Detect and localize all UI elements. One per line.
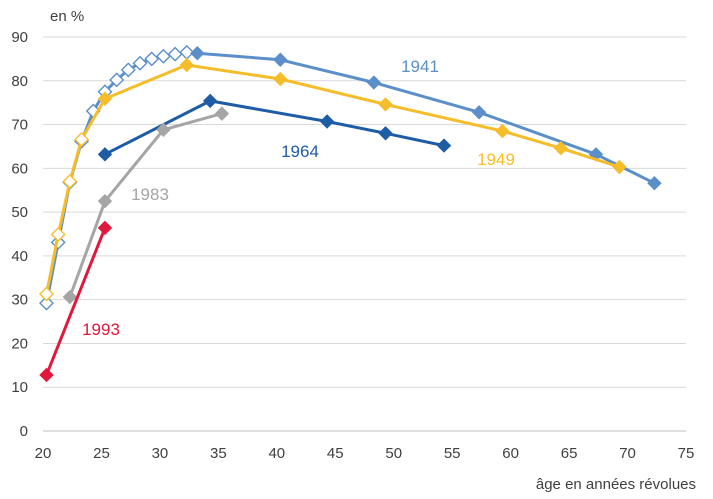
series-label: 1949 <box>477 150 515 169</box>
series-1941: 1941 <box>39 44 662 311</box>
x-tick-label: 30 <box>152 445 169 462</box>
series-1993: 1993 <box>39 220 120 383</box>
data-point-marker <box>97 91 113 106</box>
gridlines <box>43 36 686 388</box>
data-point-marker <box>109 72 125 88</box>
data-point-marker <box>156 122 171 138</box>
plot-area: 1941 1949 1964 1983 1993 <box>39 44 662 383</box>
data-point-marker <box>214 106 230 121</box>
series-1949: 1949 <box>39 57 627 302</box>
data-point-marker <box>495 123 510 139</box>
series-label: 1983 <box>131 185 169 204</box>
series-line <box>45 63 620 295</box>
x-tick-label: 55 <box>444 445 461 462</box>
data-point-marker <box>273 71 288 87</box>
data-point-marker <box>74 131 90 147</box>
series-line <box>45 227 107 376</box>
y-tick-label: 90 <box>11 29 28 46</box>
data-point-marker <box>366 75 382 90</box>
series-label: 1941 <box>401 57 439 76</box>
data-point-marker <box>50 226 66 242</box>
data-point-marker <box>132 55 148 71</box>
data-point-marker <box>62 173 78 189</box>
data-point-marker <box>97 147 113 162</box>
y-tick-label: 70 <box>11 117 28 134</box>
data-point-marker <box>471 105 487 120</box>
data-point-marker <box>378 126 393 141</box>
series-line <box>45 50 656 304</box>
data-point-marker <box>179 57 195 73</box>
x-tick-label: 25 <box>93 445 110 462</box>
data-point-marker <box>155 48 171 64</box>
axes: 0 10 20 30 40 50 60 70 80 90 20 25 30 35 40 45 50 55 60 65 7… <box>11 29 694 462</box>
y-tick-label: 80 <box>11 73 28 90</box>
y-tick-label: 40 <box>11 248 28 265</box>
x-tick-label: 65 <box>561 445 578 462</box>
data-point-marker <box>553 140 569 156</box>
series-label: 1964 <box>281 142 319 161</box>
data-point-marker <box>167 46 183 62</box>
series-1964: 1964 <box>97 93 452 162</box>
x-tick-label: 35 <box>210 445 227 462</box>
series-1983: 1983 <box>62 106 230 305</box>
y-tick-label: 50 <box>11 204 28 221</box>
data-point-marker <box>62 289 78 305</box>
data-point-marker <box>612 159 627 175</box>
y-tick-label: 30 <box>11 292 28 309</box>
data-point-marker <box>97 220 113 236</box>
series-label: 1993 <box>82 320 120 339</box>
y-tick-label: 20 <box>11 335 28 352</box>
data-point-marker <box>39 295 54 311</box>
x-tick-label: 20 <box>35 445 52 462</box>
data-point-marker <box>378 97 393 112</box>
series-line <box>104 99 445 156</box>
data-point-marker <box>319 114 335 129</box>
x-tick-label: 60 <box>502 445 519 462</box>
data-point-marker <box>39 286 54 302</box>
data-point-marker <box>39 367 54 383</box>
x-tick-label: 75 <box>678 445 695 462</box>
x-tick-label: 45 <box>327 445 344 462</box>
y-tick-label: 60 <box>11 160 28 177</box>
x-tick-label: 40 <box>268 445 285 462</box>
y-axis-unit-label: en % <box>50 8 84 25</box>
data-point-marker <box>647 176 662 191</box>
y-tick-label: 10 <box>11 379 28 396</box>
series-line <box>68 112 223 298</box>
data-point-marker <box>202 93 218 109</box>
x-axis-title: âge en années révolues <box>536 476 696 493</box>
data-point-marker <box>120 62 136 78</box>
data-point-marker <box>273 52 288 67</box>
data-point-marker <box>97 193 113 209</box>
data-point-marker <box>144 51 160 67</box>
data-point-marker <box>190 45 205 61</box>
x-tick-label: 50 <box>385 445 402 462</box>
x-tick-label: 70 <box>619 445 636 462</box>
data-point-marker <box>436 138 452 153</box>
y-tick-label: 0 <box>20 423 28 440</box>
